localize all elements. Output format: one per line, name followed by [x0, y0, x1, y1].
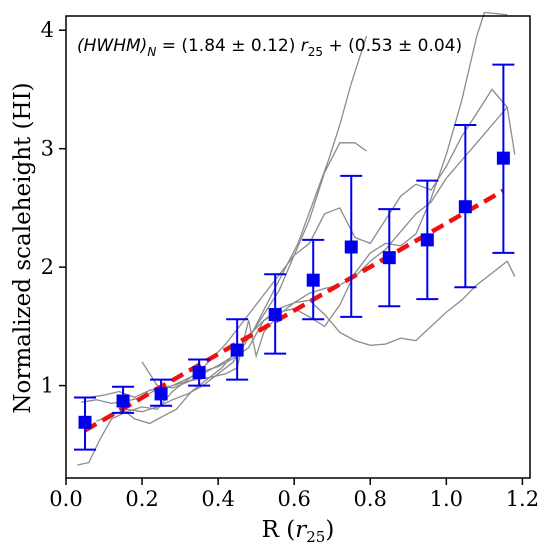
galaxy-profile-6	[141, 11, 508, 389]
data-point	[306, 273, 320, 287]
data-point	[154, 387, 168, 401]
data-point	[230, 343, 244, 357]
data-point	[458, 200, 472, 214]
y-tick-label: 4	[41, 18, 54, 42]
x-axis-title: R (r25)	[262, 517, 335, 546]
fit-line	[83, 188, 505, 433]
annotation-formula: (HWHM)N = (1.84 ± 0.12) r25 + (0.53 ± 0.…	[77, 36, 462, 59]
x-tick-label: 0.4	[201, 487, 234, 511]
data-point	[344, 240, 358, 254]
plot-frame	[65, 15, 531, 479]
data-point	[420, 233, 434, 247]
fit-line-layer	[83, 188, 505, 433]
y-tick-label: 2	[41, 255, 54, 279]
x-tick-label: 1.0	[430, 487, 463, 511]
y-axis-ticks: 1 2 3 4	[41, 18, 66, 398]
data-point	[496, 151, 510, 165]
galaxy-profile-2	[81, 260, 516, 405]
error-bars	[74, 63, 515, 451]
y-tick-label: 1	[41, 374, 54, 398]
x-tick-label: 0.8	[354, 487, 387, 511]
galaxy-profile-1	[77, 88, 516, 466]
data-point	[192, 366, 206, 380]
x-axis-ticks: 0.0 0.2 0.4 0.6 0.8 1.0 1.2	[49, 478, 539, 511]
y-tick-label: 3	[41, 137, 54, 161]
x-tick-label: 0.0	[49, 487, 82, 511]
x-tick-label: 0.6	[277, 487, 310, 511]
x-tick-label: 0.2	[125, 487, 158, 511]
galaxy-profile-5	[118, 35, 368, 425]
data-point	[78, 415, 92, 429]
data-point	[382, 251, 396, 265]
data-point	[268, 308, 282, 322]
x-tick-label: 1.2	[506, 487, 539, 511]
binned-points	[78, 151, 510, 429]
y-axis-title: Normalized scaleheight (HI)	[10, 82, 36, 413]
data-point	[116, 394, 130, 408]
